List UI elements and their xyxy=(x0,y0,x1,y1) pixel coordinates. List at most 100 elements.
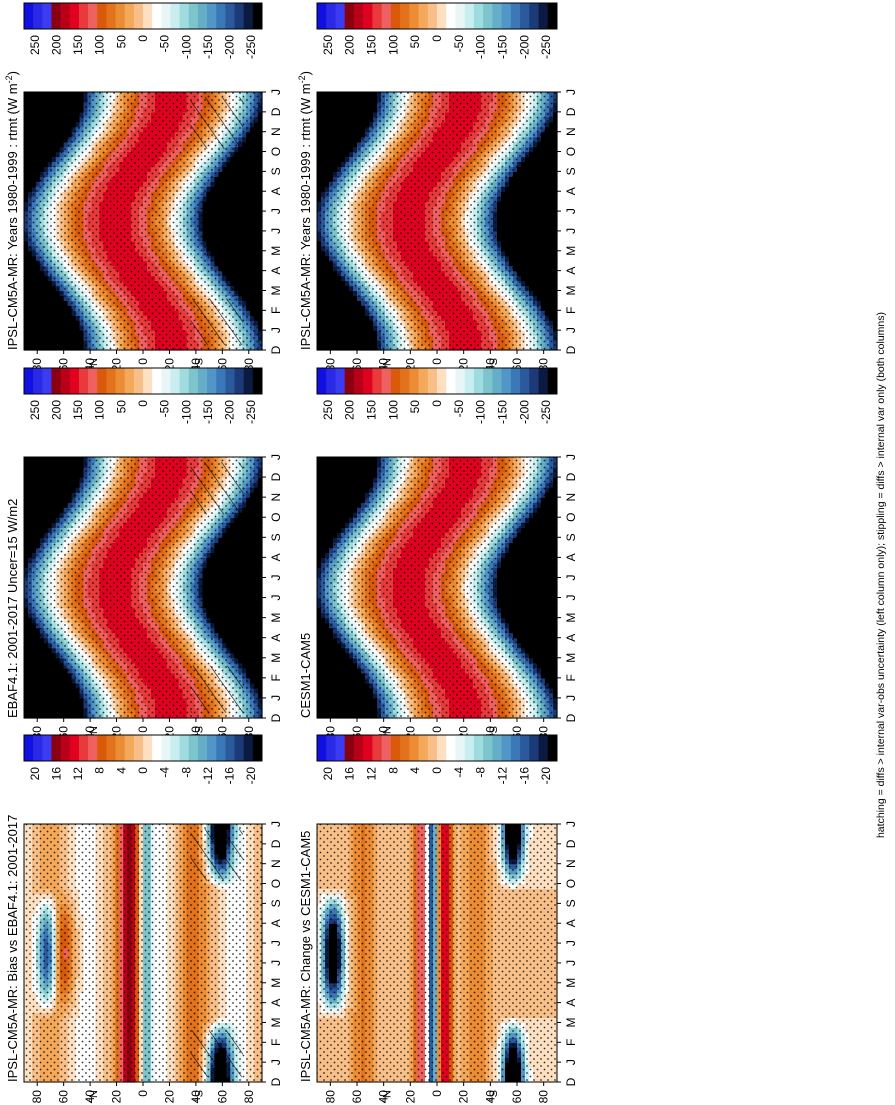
lat-tick-label: 40 xyxy=(83,1090,97,1104)
colorbar-label: 0 xyxy=(136,35,150,42)
colorbar-label: 200 xyxy=(49,400,63,420)
colorbar-label: 50 xyxy=(114,400,128,414)
colorbar-label: -100 xyxy=(179,400,193,424)
month-tick-label: J xyxy=(269,89,283,95)
colorbar-label: -8 xyxy=(474,767,488,778)
panel-p1: 80 60 40 20 0 20 40 60 80°N °SDJFMAMJJASONDJIPSL-… xyxy=(4,2,283,371)
colorbar-cell xyxy=(381,735,392,761)
lat-tick-label: 80 xyxy=(242,1090,256,1104)
colorbar-cell xyxy=(520,3,530,29)
panel-title: CESM1-CAM5 xyxy=(298,633,313,718)
colorbar-cell xyxy=(326,368,336,394)
month-tick-label: J xyxy=(269,454,283,460)
colorbar-cell xyxy=(520,735,530,761)
colorbar-frame xyxy=(316,734,558,762)
month-tick-label: A xyxy=(564,999,578,1007)
hatching-overlay-top xyxy=(190,97,243,149)
colorbar-label: -50 xyxy=(158,400,172,418)
month-tick-label: D xyxy=(269,472,283,481)
lat-tick-label: 0 xyxy=(136,726,150,733)
colorbar-cell xyxy=(501,3,512,29)
month-tick-label: A xyxy=(564,187,578,195)
colorbar-label: -12 xyxy=(495,767,509,785)
hemisphere-label-north: °N xyxy=(381,358,393,370)
month-tick-label: M xyxy=(564,1017,578,1027)
lat-tick-label: 60 xyxy=(510,1090,524,1104)
colorbar-cell xyxy=(78,368,89,394)
colorbar-cell xyxy=(409,3,419,29)
colorbar-cell xyxy=(243,735,254,761)
lat-tick-label: 80 xyxy=(537,1090,551,1104)
month-tick-label: N xyxy=(564,127,578,136)
colorbar-label: -250 xyxy=(539,35,553,59)
colorbar-cell xyxy=(492,3,503,29)
colorbar-cell xyxy=(437,368,447,394)
lat-tick-label: 20 xyxy=(403,1090,417,1104)
colorbar-cell xyxy=(88,3,98,29)
lat-tick-label: 20 xyxy=(110,1090,124,1104)
colorbar-cell xyxy=(427,735,438,761)
colorbar-cell xyxy=(492,368,503,394)
month-tick-label: O xyxy=(564,147,578,156)
colorbar-cell xyxy=(344,368,355,394)
stippling-overlay xyxy=(317,92,557,350)
colorbar-cell xyxy=(69,735,80,761)
hemisphere-label-south: °S xyxy=(194,358,206,370)
colorbar: 20 16 12 8 4 0 -4 -8 -12 -16 -20 xyxy=(23,734,263,785)
colorbar-cell xyxy=(24,3,34,29)
colorbar-cell xyxy=(381,3,392,29)
colorbar-cell xyxy=(24,368,34,394)
month-tick-label: D xyxy=(564,1077,578,1086)
month-tick-label: O xyxy=(269,147,283,156)
hatching-overlay-top xyxy=(190,829,243,881)
colorbar-cell xyxy=(418,3,429,29)
colorbar-label: -20 xyxy=(244,767,258,785)
colorbar-label: 0 xyxy=(136,400,150,407)
colorbar-label: 20 xyxy=(321,767,335,781)
month-tick-label: J xyxy=(564,821,578,827)
month-tick-label: A xyxy=(564,267,578,275)
colorbar-cell xyxy=(42,368,52,394)
colorbar-label: 100 xyxy=(93,400,107,420)
lat-tick-label: 60 xyxy=(215,1090,229,1104)
colorbar-cell xyxy=(188,368,199,394)
month-tick-label: A xyxy=(269,999,283,1007)
colorbar-cell xyxy=(344,735,355,761)
colorbar-cell xyxy=(390,735,401,761)
colorbar-cell xyxy=(437,3,447,29)
colorbar-label: 4 xyxy=(114,767,128,774)
colorbar-cell xyxy=(24,735,34,761)
month-tick-label: F xyxy=(269,674,283,681)
month-tick-label: M xyxy=(269,613,283,623)
month-tick-label: A xyxy=(269,553,283,561)
month-tick-label: J xyxy=(269,1059,283,1065)
colorbar-label: 16 xyxy=(343,767,357,781)
colorbar-cell xyxy=(483,3,493,29)
panel-title: IPSL-CM5A-MR: Years 1980-1999 : rtmt (W … xyxy=(297,71,313,350)
colorbar-cell xyxy=(124,368,135,394)
panel-p3: 80 60 40 20 0 20 40 60 80°N °SDJFMAMJJASONDJEBAF4… xyxy=(5,367,283,739)
colorbar-cell xyxy=(372,368,383,394)
month-tick-label: O xyxy=(564,879,578,888)
hemisphere-label-north: °N xyxy=(88,1090,100,1102)
colorbar-cell xyxy=(547,3,558,29)
panels-group: 80 60 40 20 0 20 40 60 80°N °SDJFMAMJJASONDJIPSL-… xyxy=(4,2,578,1104)
colorbar-frame xyxy=(316,367,558,395)
colorbar-cell xyxy=(207,368,217,394)
colorbar-label: 100 xyxy=(386,400,400,420)
colorbar-label: -20 xyxy=(539,767,553,785)
colorbar-label: -100 xyxy=(474,400,488,424)
colorbar-label: 16 xyxy=(49,767,63,781)
colorbar-cell xyxy=(400,368,410,394)
month-tick-label: J xyxy=(269,228,283,234)
colorbar-label: 0 xyxy=(430,767,444,774)
colorbar-cell xyxy=(317,735,327,761)
colorbar-cell xyxy=(446,368,456,394)
colorbar-cell xyxy=(353,368,364,394)
colorbar-cell xyxy=(216,3,226,29)
colorbar-cell xyxy=(197,735,208,761)
colorbar: 20 16 12 8 4 0 -4 -8 -12 -16 -20 xyxy=(316,734,558,785)
colorbar-cell xyxy=(473,3,484,29)
colorbar-cell xyxy=(170,3,181,29)
colorbar-cell xyxy=(510,368,521,394)
